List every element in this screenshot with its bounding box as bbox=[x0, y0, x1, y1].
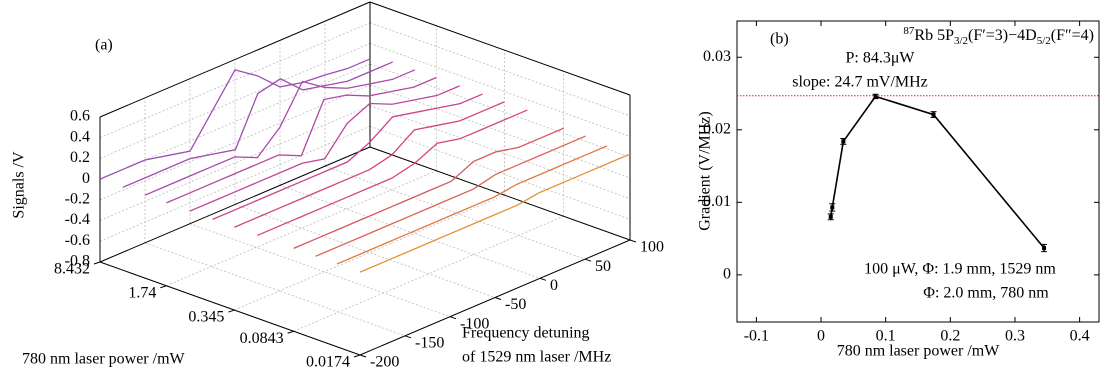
power-tick-label: 0.0174 bbox=[306, 354, 350, 371]
z-tick-label: -0.2 bbox=[65, 191, 90, 208]
panel-label: (b) bbox=[770, 31, 789, 48]
grid-line bbox=[293, 215, 564, 332]
tick-mark bbox=[160, 285, 167, 289]
annotation: Φ: 2.0 mm, 780 nm bbox=[923, 285, 1049, 302]
power-tick-label: 1.74 bbox=[128, 284, 156, 301]
data-line bbox=[829, 95, 1045, 249]
trace bbox=[293, 127, 564, 250]
trace bbox=[234, 101, 505, 228]
x-tick-label: -200 bbox=[370, 354, 399, 371]
trace bbox=[257, 109, 528, 237]
z-tick-label: 0 bbox=[82, 170, 90, 187]
z-tick-label: -0.4 bbox=[65, 211, 90, 228]
power-tick-label: 8.432 bbox=[54, 261, 90, 278]
data-point bbox=[841, 139, 846, 144]
tick-mark bbox=[228, 309, 235, 313]
axis-line bbox=[369, 1, 631, 96]
tick-mark bbox=[539, 277, 547, 281]
power-tick-label: 0.0843 bbox=[240, 330, 284, 347]
y-tick-label: 0 bbox=[723, 266, 731, 283]
tick-mark bbox=[353, 354, 361, 358]
z-tick-label: -0.6 bbox=[65, 232, 90, 249]
z-tick-label: -0.8 bbox=[65, 253, 90, 270]
x-axis-label: Frequency detuning bbox=[462, 325, 590, 342]
axis-line bbox=[359, 239, 631, 356]
power-axis-label: 780 nm laser power /mW bbox=[22, 351, 186, 368]
y-tick-label: 0.03 bbox=[703, 48, 731, 65]
x-tick-label: 0 bbox=[817, 328, 825, 345]
z-axis-label: Signals /V bbox=[11, 151, 28, 219]
title-part: Rb 5P bbox=[914, 27, 954, 44]
y-tick-label: 0.02 bbox=[703, 120, 731, 137]
axis-line bbox=[99, 146, 371, 263]
data-point bbox=[828, 214, 833, 219]
tick-mark bbox=[404, 335, 412, 339]
annotation: slope: 24.7 mV/MHz bbox=[792, 74, 928, 91]
grid-line bbox=[99, 84, 371, 201]
annotation: P: 84.3μW bbox=[845, 50, 915, 67]
trace bbox=[122, 61, 394, 188]
data-point bbox=[830, 205, 835, 210]
grid-line bbox=[324, 165, 586, 260]
title-part: 5/2 bbox=[1037, 35, 1051, 47]
x-tick-label: 0 bbox=[550, 277, 558, 294]
axis-line bbox=[99, 1, 371, 118]
x-tick-label: -150 bbox=[415, 335, 444, 352]
x-axis-label: 780 nm laser power /mW bbox=[837, 343, 1001, 360]
trace bbox=[99, 58, 371, 180]
tick-mark bbox=[629, 239, 637, 243]
x-tick-label: -100 bbox=[460, 315, 489, 332]
trace bbox=[212, 93, 483, 221]
trace bbox=[166, 76, 437, 204]
plot-frame bbox=[736, 20, 1100, 323]
tick-mark bbox=[584, 258, 592, 262]
z-tick-label: 0.4 bbox=[70, 128, 90, 145]
x-tick-label: 100 bbox=[640, 239, 664, 256]
grid-line bbox=[99, 43, 371, 159]
z-tick-label: 0.6 bbox=[70, 108, 90, 125]
title-part: 87 bbox=[903, 25, 915, 37]
z-tick-label: 0.2 bbox=[70, 149, 90, 166]
axis-line bbox=[99, 261, 361, 356]
plot-title: 87Rb 5P3/2(F′=3)−4D5/2(F″=4) bbox=[903, 25, 1094, 47]
tick-mark bbox=[93, 261, 101, 265]
grid-line bbox=[234, 194, 505, 311]
x-tick-label: 0.2 bbox=[940, 328, 960, 345]
trace bbox=[359, 153, 631, 273]
x-tick-label: 0.4 bbox=[1070, 328, 1090, 345]
trace bbox=[336, 145, 608, 265]
data-point bbox=[873, 94, 878, 99]
x-tick-label: -50 bbox=[505, 296, 526, 313]
data-point bbox=[931, 112, 936, 117]
data-point bbox=[1042, 246, 1047, 251]
grid-line bbox=[369, 84, 631, 179]
title-part: 3/2 bbox=[954, 35, 968, 47]
x-tick-label: -0.1 bbox=[744, 328, 769, 345]
tick-mark bbox=[359, 354, 367, 358]
tick-mark bbox=[287, 330, 294, 334]
trace bbox=[144, 69, 416, 196]
x-tick-label: 0.1 bbox=[876, 328, 896, 345]
grid-line bbox=[166, 170, 437, 287]
tick-mark bbox=[494, 297, 502, 300]
title-part: (F″=4) bbox=[1051, 27, 1094, 44]
trace bbox=[189, 85, 460, 212]
y-axis-label: Gradient (V/MHz) bbox=[697, 111, 714, 231]
y-tick-label: 0.01 bbox=[703, 193, 731, 210]
annotation: 100 μW, Φ: 1.9 mm, 1529 nm bbox=[864, 261, 1056, 278]
grid-line bbox=[369, 63, 631, 158]
grid-line bbox=[369, 22, 631, 117]
tick-mark bbox=[449, 316, 457, 320]
x-axis-label: of 1529 nm laser /MHz bbox=[462, 349, 611, 366]
panel-label: (a) bbox=[95, 37, 113, 54]
trace bbox=[315, 135, 586, 257]
grid-line bbox=[369, 43, 631, 137]
x-tick-label: 0.3 bbox=[1005, 328, 1025, 345]
power-tick-label: 0.345 bbox=[188, 309, 224, 326]
grid-line bbox=[144, 242, 406, 337]
title-part: (F′=3)−4D bbox=[968, 27, 1037, 44]
x-tick-label: 50 bbox=[595, 258, 611, 275]
